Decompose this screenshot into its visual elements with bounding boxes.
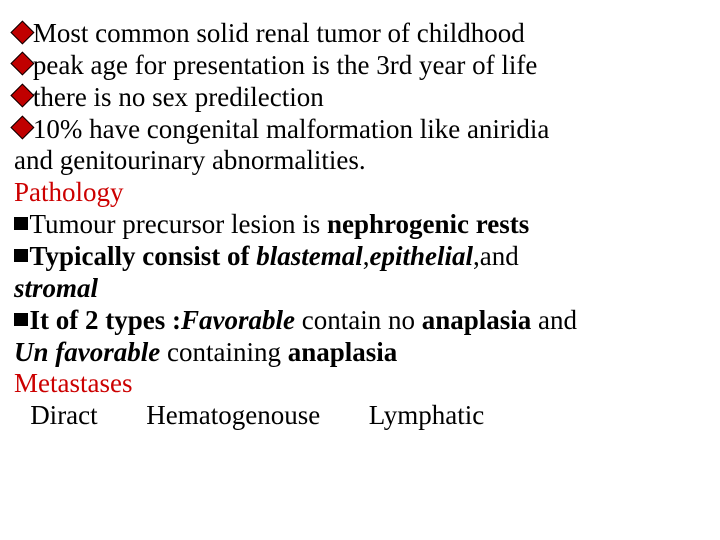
bullet-line-4a: 10% have congenital malformation like an… xyxy=(14,114,706,146)
slide-root: Most common solid renal tumor of childho… xyxy=(0,0,720,540)
pathology-line-1: Tumour precursor lesion is nephrogenic r… xyxy=(14,209,706,241)
pathology-line-3b: Un favorable containing anaplasia xyxy=(14,337,706,369)
square-bullet-icon xyxy=(14,217,28,231)
p2-boldpre: Typically consist of xyxy=(30,241,257,271)
bullet-text-2: peak age for presentation is the 3rd yea… xyxy=(33,50,538,80)
diamond-bullet-icon xyxy=(11,84,35,108)
bullet-line-3: there is no sex predilection xyxy=(14,82,706,114)
diamond-bullet-icon xyxy=(11,116,35,140)
bullet-line-2: peak age for presentation is the 3rd yea… xyxy=(14,50,706,82)
bullet-text-1: Most common solid renal tumor of childho… xyxy=(33,18,525,48)
p3-plain1: contain no xyxy=(295,305,422,335)
pathology-1-bold: nephrogenic rests xyxy=(327,209,529,239)
p2-c2: , xyxy=(473,241,480,271)
diamond-bullet-icon xyxy=(11,52,35,76)
p3-plain2: and xyxy=(531,305,577,335)
pathology-1-pre: Tumour precursor lesion is xyxy=(30,209,328,239)
met-c2: Hematogenouse xyxy=(146,400,320,430)
bullet-line-1: Most common solid renal tumor of childho… xyxy=(14,18,706,50)
p3-bi2: Un favorable xyxy=(14,337,160,367)
pathology-line-3a: It of 2 types :Favorable contain no anap… xyxy=(14,305,706,337)
met-c3: Lymphatic xyxy=(369,400,484,430)
p2-and: and xyxy=(480,241,519,271)
bullet-text-3: there is no sex predilection xyxy=(33,82,324,112)
p2-bi1: blastemal xyxy=(256,241,363,271)
met-c1: Diract xyxy=(30,400,97,430)
heading-metastases: Metastases xyxy=(14,368,706,400)
metastases-row: Diract Hematogenouse Lymphatic xyxy=(14,400,706,432)
p3-plain3: containing xyxy=(160,337,287,367)
square-bullet-icon xyxy=(14,313,28,327)
p2-c1: , xyxy=(363,241,370,271)
heading-pathology: Pathology xyxy=(14,177,706,209)
p2-bi3: stromal xyxy=(14,273,98,303)
bullet-line-4b: and genitourinary abnormalities. xyxy=(14,145,706,177)
diamond-bullet-icon xyxy=(11,20,35,44)
p3-bold3: anaplasia xyxy=(288,337,398,367)
p2-bi2: epithelial xyxy=(370,241,474,271)
square-bullet-icon xyxy=(14,249,28,263)
bullet-text-4a: 10% have congenital malformation like an… xyxy=(33,114,550,144)
p3-bi1: Favorable xyxy=(181,305,295,335)
pathology-line-2a: Typically consist of blastemal,epithelia… xyxy=(14,241,706,273)
p3-bold1: It of 2 types : xyxy=(30,305,181,335)
p3-bold2: anaplasia xyxy=(422,305,532,335)
pathology-line-2b: stromal xyxy=(14,273,706,305)
